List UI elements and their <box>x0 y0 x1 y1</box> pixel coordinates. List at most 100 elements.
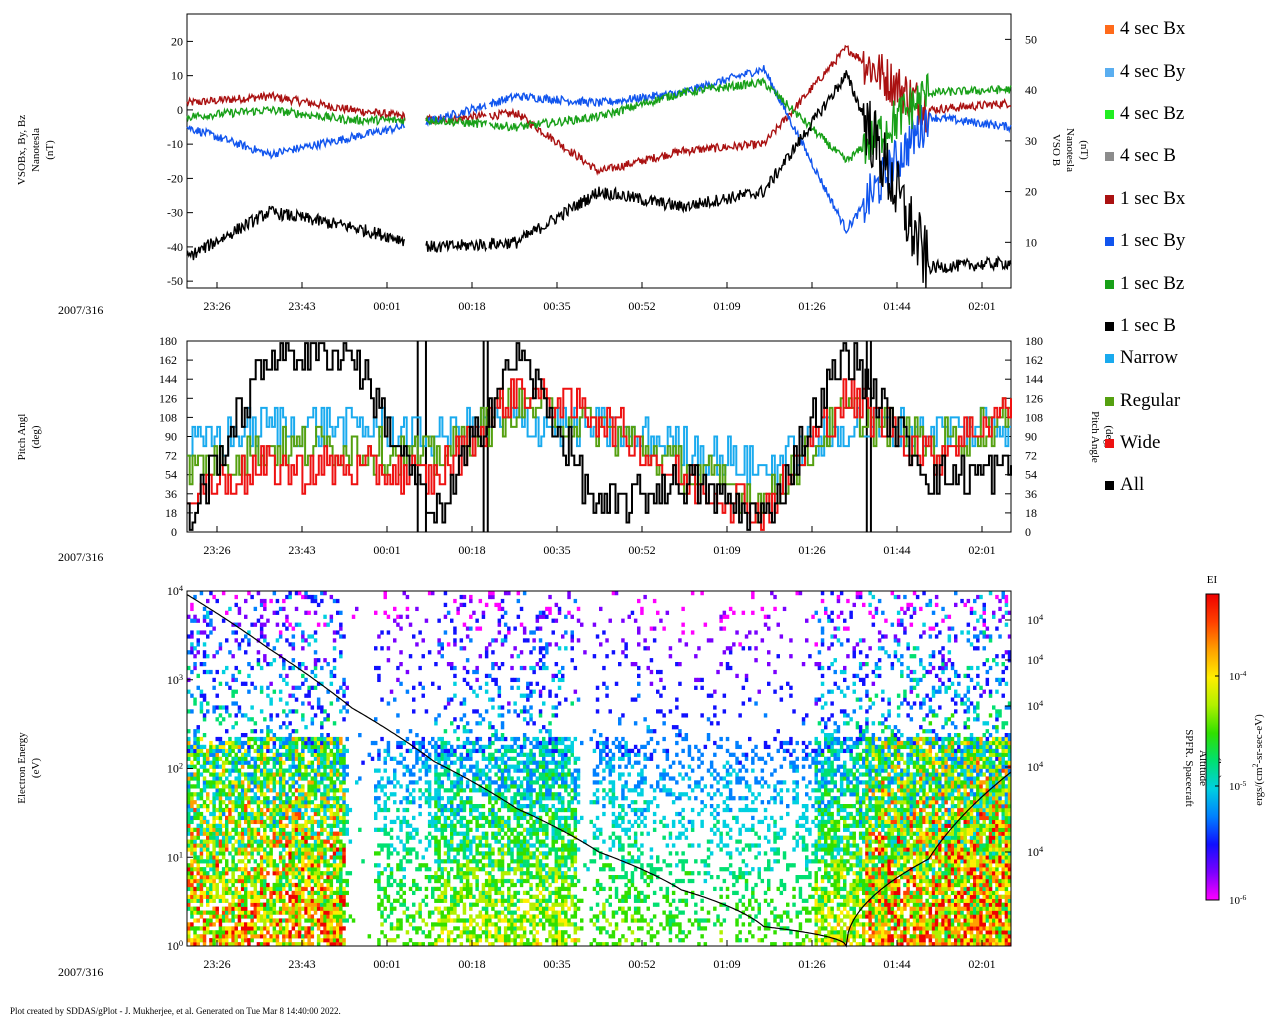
heatmap-cell <box>190 650 193 654</box>
heatmap-cell <box>539 650 542 654</box>
heatmap-cell <box>314 899 317 903</box>
heatmap-cell <box>371 741 374 745</box>
y-tick-label-left: 72 <box>165 449 177 463</box>
heatmap-cell <box>317 784 320 788</box>
heatmap-cell <box>295 788 298 792</box>
heatmap-cell <box>555 780 558 784</box>
heatmap-cell <box>529 836 532 840</box>
heatmap-cell <box>555 812 558 816</box>
heatmap-cell <box>501 792 504 796</box>
heatmap-cell <box>441 914 444 918</box>
heatmap-cell <box>513 840 516 844</box>
heatmap-cell <box>304 796 307 800</box>
heatmap-cell <box>330 788 333 792</box>
heatmap-cell <box>488 863 491 867</box>
heatmap-cell <box>307 800 310 804</box>
heatmap-cell <box>212 627 215 631</box>
heatmap-cell <box>434 816 437 820</box>
heatmap-cell <box>225 741 228 745</box>
y-tick-label-right: 126 <box>1025 391 1043 405</box>
heatmap-cell <box>469 903 472 907</box>
heatmap-cell <box>304 851 307 855</box>
heatmap-cell <box>323 717 326 721</box>
heatmap-cell <box>517 824 520 828</box>
heatmap-cell <box>241 871 244 875</box>
heatmap-cell <box>529 776 532 780</box>
heatmap-cell <box>190 914 193 918</box>
heatmap-cell <box>276 749 279 753</box>
heatmap-cell <box>485 654 488 658</box>
heatmap-cell <box>257 784 260 788</box>
heatmap-cell <box>374 851 377 855</box>
heatmap-cell <box>336 630 339 634</box>
heatmap-cell <box>216 883 219 887</box>
heatmap-cell <box>244 599 247 603</box>
heatmap-cell <box>342 761 345 765</box>
heatmap-cell <box>206 615 209 619</box>
heatmap-cell <box>450 895 453 899</box>
heatmap-cell <box>228 749 231 753</box>
heatmap-cell <box>425 709 428 713</box>
heatmap-cell <box>250 934 253 938</box>
heatmap-cell <box>250 855 253 859</box>
heatmap-cell <box>216 670 219 674</box>
heatmap-cell <box>336 934 339 938</box>
heatmap-cell <box>428 650 431 654</box>
heatmap-cell <box>498 749 501 753</box>
heatmap-cell <box>247 591 250 595</box>
heatmap-cell <box>346 879 349 883</box>
heatmap-cell <box>501 662 504 666</box>
heatmap-cell <box>377 863 380 867</box>
x-tick-label-p2: 02:01 <box>968 543 995 557</box>
heatmap-cell <box>513 800 516 804</box>
heatmap-cell <box>567 591 570 595</box>
heatmap-cell <box>307 701 310 705</box>
heatmap-cell <box>260 599 263 603</box>
heatmap-cell <box>292 749 295 753</box>
heatmap-cell <box>260 847 263 851</box>
heatmap-cell <box>520 847 523 851</box>
heatmap-cell <box>485 926 488 930</box>
heatmap-cell <box>548 792 551 796</box>
heatmap-cell <box>441 753 444 757</box>
heatmap-cell <box>298 804 301 808</box>
heatmap-cell <box>555 938 558 942</box>
heatmap-cell <box>288 694 291 698</box>
heatmap-cell <box>491 907 494 911</box>
heatmap-cell <box>520 761 523 765</box>
heatmap-cell <box>250 918 253 922</box>
heatmap-cell <box>536 792 539 796</box>
heatmap-cell <box>307 816 310 820</box>
heatmap-cell <box>529 800 532 804</box>
heatmap-cell <box>460 638 463 642</box>
heatmap-cell <box>494 757 497 761</box>
heatmap-cell <box>456 769 459 773</box>
heatmap-cell <box>203 717 206 721</box>
heatmap-cell <box>235 713 238 717</box>
heatmap-cell <box>222 784 225 788</box>
heatmap-cell <box>346 828 349 832</box>
heatmap-cell <box>231 903 234 907</box>
heatmap-cell <box>263 772 266 776</box>
heatmap-cell <box>269 859 272 863</box>
heatmap-cell <box>434 788 437 792</box>
heatmap-cell <box>447 934 450 938</box>
heatmap-cell <box>257 820 260 824</box>
heatmap-cell <box>460 887 463 891</box>
heatmap-cell <box>441 918 444 922</box>
heatmap-cell <box>263 840 266 844</box>
heatmap-cell <box>504 623 507 627</box>
heatmap-cell <box>472 749 475 753</box>
heatmap-cell <box>460 761 463 765</box>
heatmap-cell <box>479 812 482 816</box>
heatmap-cell <box>206 918 209 922</box>
heatmap-cell <box>447 662 450 666</box>
heatmap-cell <box>216 757 219 761</box>
heatmap-cell <box>228 769 231 773</box>
heatmap-cell <box>393 792 396 796</box>
heatmap-cell <box>520 792 523 796</box>
heatmap-cell <box>463 816 466 820</box>
heatmap-cell <box>548 796 551 800</box>
heatmap-cell <box>374 863 377 867</box>
heatmap-cell <box>542 843 545 847</box>
